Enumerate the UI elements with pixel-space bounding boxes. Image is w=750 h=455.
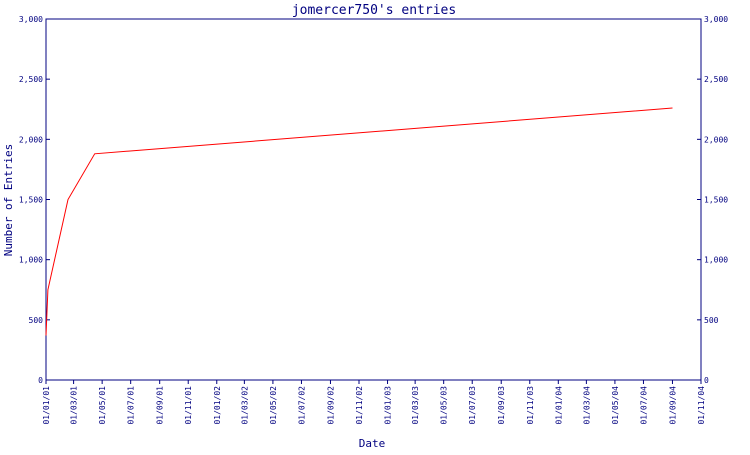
x-tick-label: 01/05/01 — [98, 386, 107, 425]
x-tick-label: 01/11/02 — [355, 386, 364, 425]
plot-area: 0 0 500 500 1,000 1,000 1,500 1,500 2,000 2,000 2,… — [19, 15, 728, 425]
x-tick-label: 01/03/03 — [411, 386, 420, 425]
y-tick-label-right: 2,500 — [704, 75, 728, 84]
x-tick-label: 01/03/01 — [70, 386, 79, 425]
x-axis-label: Date — [359, 437, 386, 450]
y-tick-label-right: 500 — [704, 316, 719, 325]
x-tick-label: 01/05/03 — [440, 386, 449, 425]
y-tick-label-left: 0 — [38, 376, 43, 385]
y-tick-label-left: 1,000 — [19, 256, 43, 265]
x-tick-label: 01/09/04 — [668, 386, 677, 425]
y-axis-label: Number of Entries — [2, 144, 15, 257]
x-tick-label: 01/05/04 — [611, 386, 620, 425]
y-tick-label-right: 1,500 — [704, 196, 728, 205]
y-tick-label-left: 2,000 — [19, 135, 43, 144]
y-tick-label-right: 3,000 — [704, 15, 728, 24]
x-tick-label: 01/09/02 — [326, 386, 335, 425]
y-tick-label-left: 3,000 — [19, 15, 43, 24]
x-tick-label: 01/07/04 — [639, 386, 648, 425]
y-tick-label-left: 2,500 — [19, 75, 43, 84]
y-tick-label-right: 2,000 — [704, 135, 728, 144]
x-tick-label: 01/11/03 — [526, 386, 535, 425]
x-tick-label: 01/03/04 — [582, 386, 591, 425]
x-tick-label: 01/11/04 — [697, 386, 706, 425]
x-tick-label: 01/09/03 — [497, 386, 506, 425]
chart-title: jomercer750's entries — [292, 3, 456, 18]
x-tick-label: 01/01/01 — [42, 386, 51, 425]
x-tick-label: 01/07/01 — [127, 386, 136, 425]
x-tick-label: 01/07/03 — [468, 386, 477, 425]
x-tick-label: 01/01/04 — [554, 386, 563, 425]
plot-frame — [45, 18, 702, 381]
series-line — [45, 107, 673, 336]
x-tick-label: 01/09/01 — [156, 386, 165, 425]
x-tick-label: 01/03/02 — [240, 386, 249, 425]
x-tick-label: 01/07/02 — [297, 386, 306, 425]
y-tick-label-right: 0 — [704, 376, 709, 385]
y-tick-label-left: 1,500 — [19, 196, 43, 205]
x-tick-label: 01/01/02 — [213, 386, 222, 425]
x-tick-label: 01/05/02 — [269, 386, 278, 425]
y-tick-label-right: 1,000 — [704, 256, 728, 265]
y-tick-label-left: 500 — [29, 316, 44, 325]
x-tick-label: 01/11/01 — [184, 386, 193, 425]
x-tick-label: 01/01/03 — [384, 386, 393, 425]
